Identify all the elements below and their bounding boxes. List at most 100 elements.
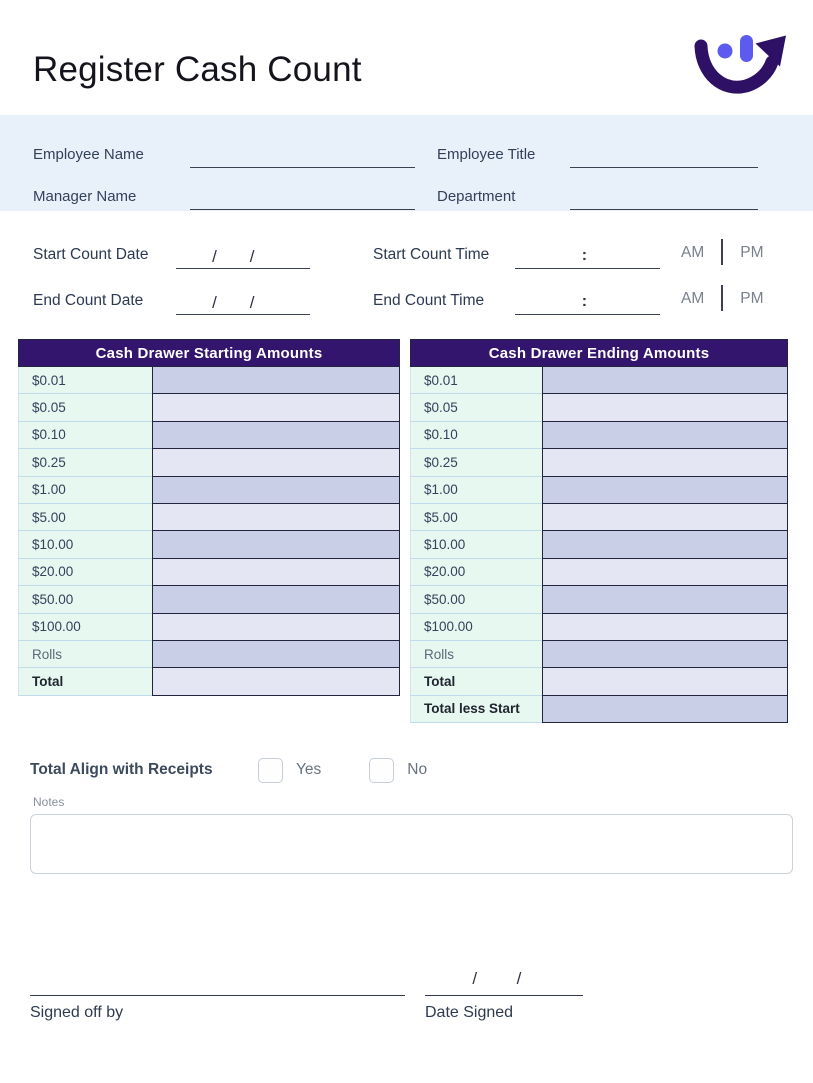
denomination-label: Total less Start (410, 695, 542, 724)
end-count-time-label: End Count Time (373, 292, 485, 309)
amount-input-cell[interactable] (542, 586, 788, 614)
amount-input-cell[interactable] (152, 558, 400, 587)
manager-name-label: Manager Name (33, 188, 137, 205)
end-count-date-input-line[interactable]: / / (176, 289, 310, 315)
amount-input-cell[interactable] (542, 421, 788, 450)
denomination-label: $20.00 (18, 558, 152, 587)
start-pm-option[interactable]: PM (740, 244, 764, 261)
amount-input-cell[interactable] (152, 586, 400, 614)
notes-section: Notes (30, 795, 813, 875)
denomination-label: Rolls (18, 640, 152, 669)
denomination-label: $0.10 (410, 421, 542, 450)
denomination-label: $0.25 (18, 449, 152, 477)
denomination-label: $5.00 (410, 503, 542, 532)
amount-input-cell[interactable] (152, 613, 400, 641)
time-colon-separator: : (581, 247, 588, 264)
department-input-line[interactable] (570, 184, 758, 210)
denomination-label: $50.00 (410, 586, 542, 614)
amount-input-cell[interactable] (542, 531, 788, 559)
amount-input-cell[interactable] (152, 476, 400, 504)
form-header: Register Cash Count (0, 0, 813, 115)
table-row: $100.00 (18, 613, 400, 641)
table-row: Total (410, 668, 788, 696)
employee-title-input-line[interactable] (570, 142, 758, 168)
end-count-row: End Count Date / / End Count Time : AM P… (33, 273, 813, 315)
employee-name-input-line[interactable] (190, 142, 415, 168)
date-signed-input-line[interactable]: / / (425, 962, 583, 997)
denomination-label: $0.01 (410, 367, 542, 395)
ending-amounts-table-body: $0.01 $0.05 $0.10 $0.25 $1.00 $5.00 $10.00 $20.… (410, 367, 788, 724)
notes-textarea[interactable] (30, 814, 793, 875)
page-title: Register Cash Count (33, 50, 362, 89)
table-row: $10.00 (18, 531, 400, 559)
time-colon-separator: : (581, 293, 588, 310)
start-count-time-input-line[interactable]: : (515, 243, 660, 269)
receipts-yes-checkbox[interactable] (258, 757, 283, 783)
amount-input-cell[interactable] (152, 640, 400, 669)
date-slash-separator: / (516, 969, 522, 989)
amount-input-cell[interactable] (542, 668, 788, 696)
amount-input-cell[interactable] (542, 640, 788, 669)
amount-input-cell[interactable] (542, 476, 788, 504)
amount-input-cell[interactable] (542, 695, 788, 724)
table-row: Total (18, 668, 400, 696)
denomination-label: $100.00 (410, 613, 542, 641)
date-signed-label: Date Signed (425, 1004, 514, 1022)
table-row: $1.00 (410, 476, 788, 504)
receipts-no-checkbox[interactable] (369, 757, 395, 783)
department-label: Department (437, 188, 516, 205)
start-count-time-label: Start Count Time (373, 246, 490, 263)
amount-input-cell[interactable] (152, 367, 400, 395)
denomination-label: Rolls (410, 640, 542, 669)
amount-input-cell[interactable] (152, 531, 400, 559)
amount-input-cell[interactable] (152, 503, 400, 532)
table-row: $0.05 (18, 394, 400, 422)
date-signed-block: / / Date Signed (425, 962, 583, 1022)
signed-off-block: Signed off by (30, 962, 405, 1022)
amount-input-cell[interactable] (542, 613, 788, 641)
table-row: $20.00 (410, 558, 788, 587)
amount-input-cell[interactable] (542, 449, 788, 477)
signature-section: Signed off by / / Date Signed (30, 962, 813, 1022)
start-count-row: Start Count Date / / Start Count Time : … (33, 227, 813, 269)
denomination-label: $1.00 (410, 476, 542, 504)
table-row: $0.01 (410, 367, 788, 395)
table-row: $20.00 (18, 558, 400, 587)
end-count-time-input-line[interactable]: : (515, 289, 660, 315)
signed-off-label: Signed off by (30, 1004, 124, 1022)
receipts-yes-label: Yes (296, 761, 322, 779)
amount-input-cell[interactable] (152, 394, 400, 422)
amount-input-cell[interactable] (542, 503, 788, 532)
employee-row-2: Manager Name Department (33, 172, 813, 210)
table-row: $10.00 (410, 531, 788, 559)
employee-info-section: Employee Name Employee Title Manager Nam… (0, 115, 813, 211)
ending-amounts-table-title: Cash Drawer Ending Amounts (410, 339, 788, 367)
employee-name-label: Employee Name (33, 146, 144, 163)
employee-row-1: Employee Name Employee Title (33, 130, 813, 168)
start-count-date-input-line[interactable]: / / (176, 243, 310, 269)
smile-arrow-logo-icon (694, 35, 786, 94)
manager-name-input-line[interactable] (190, 184, 415, 210)
end-pm-option[interactable]: PM (740, 290, 764, 307)
employee-title-label: Employee Title (437, 146, 536, 163)
denomination-label: $10.00 (18, 531, 152, 559)
table-row: $100.00 (410, 613, 788, 641)
amount-input-cell[interactable] (152, 421, 400, 450)
date-slash-separator: / (249, 293, 255, 312)
amount-input-cell[interactable] (542, 558, 788, 587)
amount-input-cell[interactable] (152, 668, 400, 696)
signed-off-input-line[interactable] (30, 962, 405, 997)
table-row: $1.00 (18, 476, 400, 504)
table-row: $5.00 (18, 503, 400, 532)
count-datetime-section: Start Count Date / / Start Count Time : … (0, 211, 813, 315)
amount-input-cell[interactable] (542, 367, 788, 395)
denomination-label: $0.10 (18, 421, 152, 450)
end-am-option[interactable]: AM (681, 290, 705, 307)
amount-input-cell[interactable] (152, 449, 400, 477)
end-count-date-label: End Count Date (33, 292, 144, 309)
denomination-label: Total (410, 668, 542, 696)
date-slash-separator: / (212, 247, 217, 266)
denomination-label: Total (18, 668, 152, 696)
amount-input-cell[interactable] (542, 394, 788, 422)
start-am-option[interactable]: AM (681, 244, 705, 261)
